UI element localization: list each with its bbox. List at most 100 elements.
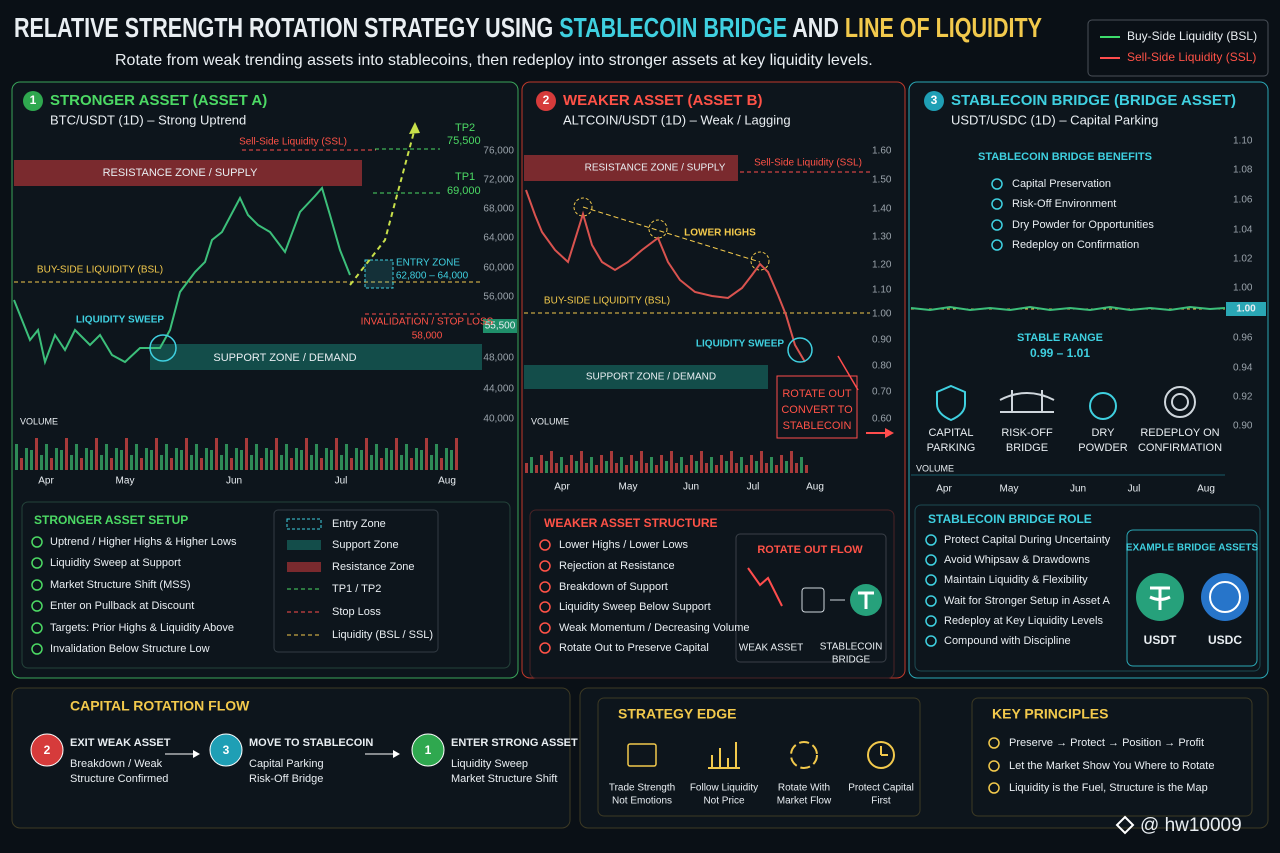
icons-text: REDEPLOY ON — [1140, 427, 1219, 439]
bullet-icon — [991, 239, 1003, 251]
price-line — [525, 189, 806, 363]
high-marker — [573, 197, 593, 217]
price-axis-text: 64,000 — [483, 233, 514, 244]
bsl-text: BUY-SIDE LIQUIDITY (BSL) — [544, 296, 670, 307]
legend-text: Sell-Side Liquidity (SSL) — [1127, 50, 1256, 64]
bullet-icon — [539, 560, 551, 572]
usdc-mark — [1209, 581, 1241, 613]
items-text: Not Emotions — [612, 796, 672, 807]
icons-text: DRY — [1091, 427, 1115, 439]
items-text: Protect Capital — [848, 783, 914, 794]
bullet-icon — [991, 198, 1003, 210]
volume-text: VOLUME — [531, 416, 569, 426]
watermark-icon — [1115, 815, 1135, 835]
rotate-box — [776, 375, 858, 439]
key-text: Support Zone — [332, 539, 399, 551]
edge-icon — [708, 742, 740, 769]
price-axis-text: 1.50 — [872, 175, 892, 186]
price-axis-text: 48,000 — [483, 353, 514, 364]
title-part: STABLECOIN BRIDGE — [559, 12, 787, 43]
months-text: Jun — [1070, 484, 1086, 495]
bullet-icon — [988, 782, 1000, 794]
bullet-icon — [31, 643, 43, 655]
structure-box — [529, 509, 895, 679]
title-part: RELATIVE STRENGTH ROTATION STRATEGY USIN… — [14, 12, 559, 43]
lines-text: Market Structure Shift — [451, 773, 557, 785]
coins-icon — [801, 587, 825, 613]
items-text: Breakdown of Support — [559, 581, 668, 593]
title-text: EXIT WEAK ASSET — [70, 737, 171, 749]
key-text: TP1 / TP2 — [332, 583, 381, 595]
bullet-icon — [31, 579, 43, 591]
number-badge — [536, 91, 556, 111]
subtitle-text: BTC/USDT (1D) – Strong Uptrend — [50, 112, 246, 127]
items-text: Rotate With — [778, 783, 830, 794]
edge-box — [579, 687, 1269, 829]
price-axis-text: 1.00 — [872, 309, 892, 320]
items-text: Wait for Stronger Setup in Asset A — [944, 595, 1111, 607]
key-swatch — [286, 518, 322, 530]
icons-text: POWDER — [1078, 442, 1128, 454]
arrow-head — [393, 750, 400, 758]
price-axis-text: 1.06 — [1233, 195, 1253, 206]
bullet-icon — [31, 622, 43, 634]
price-axis-text: 1.10 — [872, 285, 892, 296]
title-text: ENTER STRONG ASSET — [451, 737, 578, 749]
months-text: Apr — [38, 476, 54, 487]
invalidation-text: INVALIDATION / STOP LOSS — [361, 317, 494, 328]
examples-box — [1126, 529, 1258, 667]
bullet-icon — [31, 600, 43, 612]
subtitle-text: ALTCOIN/USDT (1D) – Weak / Lagging — [563, 112, 791, 127]
subtitle-text: Rotate from weak trending assets into st… — [115, 52, 873, 69]
key-text: Entry Zone — [332, 518, 386, 530]
edge-icon — [790, 741, 818, 769]
value-text: 0.99 – 1.01 — [1030, 346, 1090, 360]
title-text: KEY PRINCIPLES — [992, 706, 1108, 722]
title-text: STABLECOIN BRIDGE BENEFITS — [978, 151, 1152, 163]
ssl-text: Sell-Side Liquidity (SSL) — [754, 158, 862, 169]
price-axis-text: 56,000 — [483, 292, 514, 303]
price-axis-text: 0.80 — [872, 361, 892, 372]
projection-arrow — [349, 127, 416, 286]
role-box — [914, 504, 1261, 672]
months-text: Jun — [226, 476, 242, 487]
items-text: Enter on Pullback at Discount — [50, 600, 194, 612]
tp1-price-text: 69,000 — [447, 185, 481, 197]
title-text: CAPITAL ROTATION FLOW — [70, 698, 250, 714]
usdc-logo — [1201, 573, 1249, 621]
price-axis-text: 68,000 — [483, 204, 514, 215]
price-axis-text: 1.30 — [872, 232, 892, 243]
lines-text: Capital Parking — [249, 758, 324, 770]
title-text: STABLECOIN BRIDGE ROLE — [928, 512, 1092, 526]
panel — [11, 81, 519, 679]
rotation-box — [11, 687, 571, 829]
bag-icon — [1089, 392, 1117, 420]
high-marker — [648, 219, 668, 239]
step-badge — [411, 733, 445, 767]
sweep-text: LIQUIDITY SWEEP — [76, 315, 164, 326]
months-text: Aug — [438, 476, 456, 487]
entry-zone — [364, 259, 394, 289]
items-text: Invalidation Below Structure Low — [50, 643, 210, 655]
months-text: Aug — [1197, 484, 1215, 495]
number-text: 1 — [30, 93, 37, 107]
items-text: Preserve → Protect → Position → Profit — [1009, 737, 1204, 749]
items-text: Market Structure Shift (MSS) — [50, 579, 191, 591]
volume-text: VOLUME — [20, 416, 58, 426]
items-text: Not Price — [703, 796, 745, 807]
assets-text: USDC — [1208, 633, 1242, 647]
bullet-icon — [925, 615, 937, 627]
price-axis-text: 44,000 — [483, 384, 514, 395]
number-badge — [23, 91, 43, 111]
price-axis-text: 1.20 — [872, 260, 892, 271]
price-axis-text: 0.70 — [872, 387, 892, 398]
items-text: First — [871, 796, 891, 807]
items-text: Maintain Liquidity & Flexibility — [944, 574, 1088, 586]
title-text: STRATEGY EDGE — [618, 706, 737, 722]
icons-text: CONFIRMATION — [1138, 442, 1222, 454]
rotate-text: CONVERT TO — [781, 404, 853, 416]
lines-text: Liquidity Sweep — [451, 758, 528, 770]
number-text: 2 — [543, 93, 550, 107]
high-marker — [750, 251, 770, 271]
